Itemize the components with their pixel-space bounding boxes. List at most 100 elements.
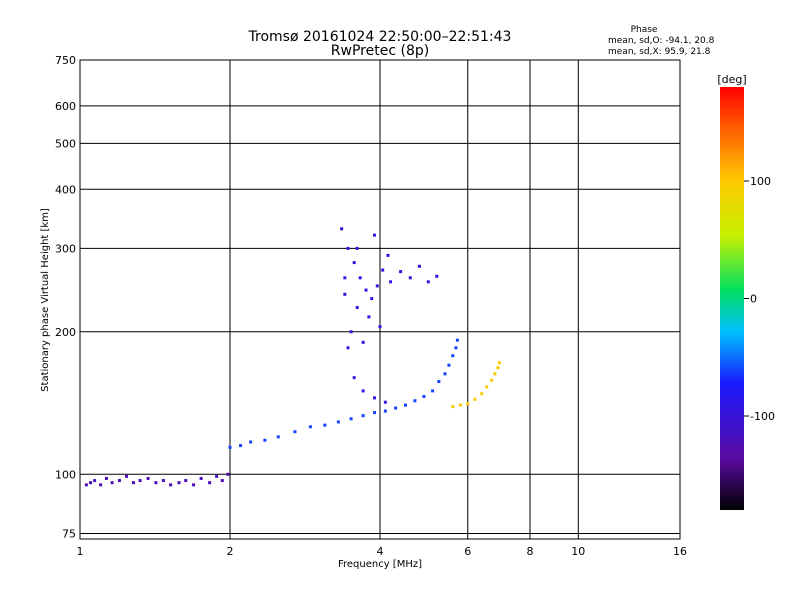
data-point	[308, 425, 312, 429]
data-point	[447, 363, 451, 367]
data-point	[355, 306, 359, 310]
data-point	[435, 274, 439, 278]
data-point	[336, 420, 340, 424]
data-point	[146, 476, 150, 480]
data-point	[349, 417, 353, 421]
data-point	[358, 276, 362, 280]
colorbar-tick-label: 100	[750, 175, 771, 188]
colorbar-tick-label: -100	[750, 410, 775, 423]
data-point	[177, 481, 181, 485]
chart-title: Tromsø 20161024 22:50:00–22:51:43	[248, 29, 512, 45]
data-point	[220, 479, 224, 483]
data-point	[364, 288, 368, 292]
data-point	[451, 354, 455, 358]
data-point	[431, 389, 435, 393]
legend-title: Phase	[631, 25, 658, 35]
data-points	[84, 227, 502, 487]
data-point	[84, 483, 88, 487]
data-point	[117, 479, 121, 483]
data-point	[426, 280, 430, 284]
data-point	[490, 378, 494, 382]
data-point	[169, 483, 173, 487]
colorbar	[720, 87, 744, 510]
y-tick-label: 400	[55, 183, 76, 196]
data-point	[340, 227, 344, 231]
data-point	[110, 481, 114, 485]
x-axis: 1 2 4 6 8 10 16	[77, 545, 688, 558]
data-point	[192, 483, 196, 487]
data-point	[154, 481, 158, 485]
data-point	[394, 406, 398, 410]
legend-box: Phase mean, sd,O: -94.1, 20.8 mean, sd,X…	[608, 25, 715, 57]
data-point	[381, 268, 385, 272]
data-point	[422, 394, 426, 398]
x-tick-label: 1	[77, 545, 84, 558]
y-axis-label: Stationary phase Virtual Height [km]	[40, 208, 51, 392]
data-point	[226, 472, 230, 476]
data-point	[323, 423, 327, 427]
data-point	[343, 292, 347, 296]
data-point	[239, 444, 243, 448]
data-point	[89, 481, 93, 485]
data-point	[498, 361, 502, 365]
colorbar-label: [deg]	[717, 73, 746, 86]
y-axis: 75 100 200 300 400 500 600 750	[55, 54, 76, 540]
data-point	[399, 270, 403, 274]
data-point	[293, 430, 297, 434]
legend-line-o: mean, sd,O: -94.1, 20.8	[608, 36, 715, 46]
y-tick-label: 75	[62, 527, 76, 540]
data-point	[208, 481, 212, 485]
y-tick-label: 100	[55, 468, 76, 481]
data-point	[403, 403, 407, 407]
x-tick-label: 10	[571, 545, 585, 558]
data-point	[104, 476, 108, 480]
data-point	[408, 276, 412, 280]
data-point	[378, 325, 382, 329]
data-point	[451, 405, 455, 409]
data-point	[343, 276, 347, 280]
data-point	[215, 474, 219, 478]
data-point	[493, 372, 497, 376]
data-point	[355, 246, 359, 250]
y-tick-label: 200	[55, 326, 76, 339]
data-point	[125, 474, 129, 478]
data-point	[184, 479, 188, 483]
data-point	[454, 346, 458, 350]
data-point	[361, 414, 365, 418]
y-tick-label: 600	[55, 100, 76, 113]
data-point	[473, 397, 477, 401]
data-point	[93, 479, 97, 483]
y-tick-label: 500	[55, 137, 76, 150]
data-point	[370, 297, 374, 301]
data-point	[346, 346, 350, 350]
colorbar-tick-label: 0	[750, 293, 757, 306]
y-tick-label: 300	[55, 242, 76, 255]
data-point	[375, 284, 379, 288]
data-point	[496, 366, 500, 370]
x-tick-label: 16	[673, 545, 687, 558]
data-point	[386, 253, 390, 257]
data-point	[389, 280, 393, 284]
data-point	[383, 409, 387, 413]
data-point	[383, 400, 387, 404]
data-point	[373, 396, 377, 400]
data-point	[161, 479, 165, 483]
data-point	[466, 402, 470, 406]
data-point	[373, 411, 377, 415]
data-point	[352, 376, 356, 380]
data-point	[276, 435, 280, 439]
data-point	[99, 483, 103, 487]
legend-line-x: mean, sd,X: 95.9, 21.8	[608, 47, 711, 57]
data-point	[361, 340, 365, 344]
data-point	[263, 438, 267, 442]
data-point	[249, 440, 253, 444]
data-point	[437, 380, 441, 384]
data-point	[373, 233, 377, 237]
data-point	[443, 372, 447, 376]
data-point	[228, 445, 232, 449]
data-point	[480, 392, 484, 396]
data-point	[458, 403, 462, 407]
data-point	[138, 479, 142, 483]
